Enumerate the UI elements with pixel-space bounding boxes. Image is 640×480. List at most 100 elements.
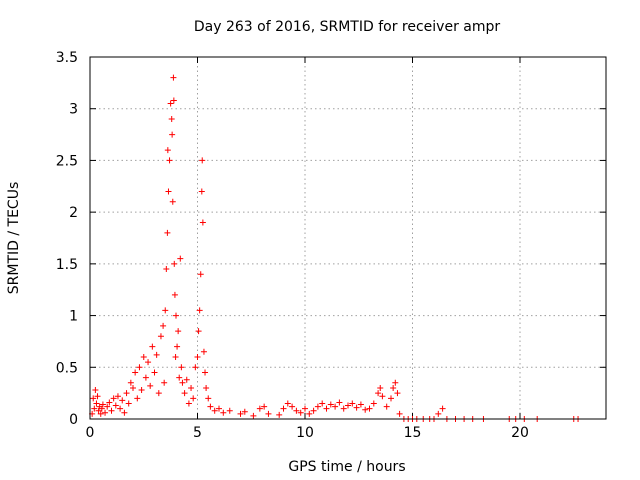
y-tick-label: 1 xyxy=(69,309,78,325)
data-point xyxy=(190,395,197,402)
data-point xyxy=(366,405,373,412)
y-tick-label: 2.5 xyxy=(56,153,78,169)
data-point xyxy=(147,382,154,389)
data-point xyxy=(241,408,248,415)
data-point xyxy=(396,410,403,417)
data-point xyxy=(306,410,313,417)
data-point xyxy=(439,405,446,412)
data-point xyxy=(220,409,227,416)
chart-title: Day 263 of 2016, SRMTID for receiver amp… xyxy=(194,19,501,35)
data-point xyxy=(104,403,111,410)
data-point xyxy=(435,410,442,417)
data-point xyxy=(340,405,347,412)
data-point xyxy=(349,400,356,407)
data-point xyxy=(256,405,263,412)
data-point xyxy=(134,395,141,402)
data-point xyxy=(302,405,308,412)
data-point xyxy=(327,401,334,408)
data-point xyxy=(177,255,184,262)
y-tick-label: 1.5 xyxy=(56,257,78,273)
y-tick-label: 2 xyxy=(69,205,78,221)
data-point xyxy=(121,409,128,416)
data-point xyxy=(92,387,99,394)
data-point xyxy=(181,390,188,397)
data-point xyxy=(172,353,179,360)
data-point xyxy=(163,266,170,273)
y-tick-label: 0.5 xyxy=(56,360,78,376)
data-point xyxy=(336,399,343,406)
data-point xyxy=(197,271,204,278)
data-point xyxy=(102,409,109,416)
data-point xyxy=(112,402,119,409)
data-point xyxy=(357,401,364,408)
data-point xyxy=(110,395,117,402)
data-point xyxy=(226,407,233,414)
data-point xyxy=(99,401,106,408)
data-point xyxy=(161,379,168,386)
y-axis-label: SRMTID / TECUs xyxy=(6,182,22,295)
data-point xyxy=(183,376,190,383)
points-layer xyxy=(89,74,582,422)
data-point xyxy=(276,411,283,418)
data-point xyxy=(388,395,394,402)
data-point xyxy=(188,384,195,391)
data-point xyxy=(261,403,268,410)
plot-frame xyxy=(89,56,607,420)
data-point xyxy=(310,407,317,414)
data-point xyxy=(250,412,257,419)
data-point xyxy=(192,364,199,371)
data-point xyxy=(164,229,171,236)
data-point xyxy=(114,393,121,400)
data-point xyxy=(157,333,164,340)
data-point xyxy=(237,410,244,417)
data-point xyxy=(169,198,176,205)
data-point xyxy=(194,353,201,360)
data-point xyxy=(145,359,152,366)
data-point xyxy=(117,405,124,412)
data-point xyxy=(123,390,130,397)
data-point xyxy=(130,384,136,391)
data-point xyxy=(370,400,377,407)
x-tick-label: 5 xyxy=(193,425,202,441)
data-point xyxy=(165,188,172,195)
data-point xyxy=(94,393,101,400)
data-point xyxy=(140,353,147,360)
data-point xyxy=(151,369,158,376)
data-point xyxy=(95,407,102,414)
x-tick-label: 20 xyxy=(511,425,529,441)
data-point xyxy=(353,404,360,411)
data-point xyxy=(142,374,149,381)
data-point xyxy=(174,343,181,350)
data-point xyxy=(153,351,160,358)
data-point xyxy=(119,397,126,404)
data-point xyxy=(125,400,132,407)
data-point xyxy=(198,188,205,195)
data-point xyxy=(216,405,222,412)
data-point xyxy=(170,74,177,81)
data-point xyxy=(127,379,134,386)
data-point xyxy=(199,157,206,164)
x-tick-label: 15 xyxy=(404,425,422,441)
data-point xyxy=(345,402,351,409)
data-point xyxy=(196,307,203,314)
data-point xyxy=(390,384,397,391)
data-point xyxy=(108,407,115,414)
data-point xyxy=(155,390,162,397)
data-point xyxy=(207,403,214,410)
data-point xyxy=(377,384,384,391)
data-point xyxy=(90,395,97,402)
y-tick-label: 0 xyxy=(69,412,78,428)
data-point xyxy=(265,410,272,417)
data-point xyxy=(132,369,139,376)
data-point xyxy=(98,405,105,412)
data-point xyxy=(323,405,330,412)
data-point xyxy=(332,403,339,410)
y-tick-label: 3 xyxy=(69,102,78,118)
data-point xyxy=(362,406,369,413)
data-point xyxy=(284,400,291,407)
data-point xyxy=(166,157,173,164)
data-point xyxy=(375,390,382,397)
data-point xyxy=(319,400,326,407)
data-point xyxy=(175,328,182,335)
